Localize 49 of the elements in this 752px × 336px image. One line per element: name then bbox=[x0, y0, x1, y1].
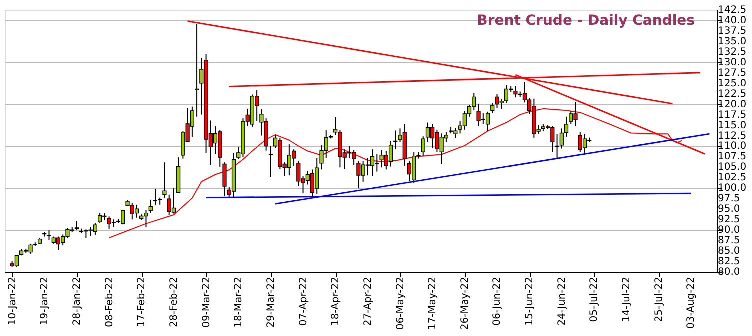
y-tick-label: 135.0 bbox=[718, 36, 747, 48]
x-tick-label: 10-Jan-22 bbox=[7, 277, 18, 326]
x-tick-label: 14-Jul-22 bbox=[622, 277, 633, 322]
x-tick-label: 25-Jul-22 bbox=[654, 277, 665, 322]
x-tick-label: 18-Apr-22 bbox=[330, 277, 342, 326]
x-tick-label: 29-Mar-22 bbox=[266, 277, 277, 328]
x-tick-label: 17-May-22 bbox=[428, 277, 439, 330]
x-tick-label: 05-Jul-22 bbox=[589, 277, 600, 322]
x-tick-label: 24-Jun-22 bbox=[556, 277, 568, 326]
x-tick-label: 06-Jun-22 bbox=[492, 277, 504, 326]
y-tick-label: 132.5 bbox=[718, 46, 747, 58]
y-tick-label: 142.5 bbox=[718, 5, 747, 16]
y-tick-label: 100.0 bbox=[718, 183, 747, 194]
x-tick-label: 27-Apr-22 bbox=[362, 277, 374, 326]
y-tick-label: 117.5 bbox=[718, 110, 747, 121]
y-tick-label: 140.0 bbox=[718, 15, 747, 26]
y-tick-label: 82.5 bbox=[718, 256, 740, 268]
x-tick-label: 09-Mar-22 bbox=[201, 277, 212, 328]
x-tick-label: 15-Jun-22 bbox=[524, 277, 536, 326]
y-tick-label: 115.0 bbox=[718, 120, 747, 132]
y-tick-label: 137.5 bbox=[718, 26, 747, 37]
x-tick-label: 07-Apr-22 bbox=[298, 277, 310, 326]
x-tick-label: 26-May-22 bbox=[460, 277, 471, 330]
x-tick-label: 18-Mar-22 bbox=[234, 277, 245, 328]
x-tick-label: 08-Feb-22 bbox=[104, 277, 116, 328]
y-tick-label: 130.0 bbox=[718, 57, 747, 68]
y-tick-label: 110.0 bbox=[718, 141, 747, 152]
y-tick-label: 95.0 bbox=[718, 204, 740, 216]
y-tick-label: 80.0 bbox=[718, 267, 740, 278]
y-tick-label: 112.5 bbox=[718, 130, 747, 142]
x-tick-label: 28-Jan-22 bbox=[72, 277, 83, 326]
y-tick-label: 127.5 bbox=[718, 68, 747, 79]
y-tick-label: 125.0 bbox=[718, 78, 747, 90]
y-tick-label: 90.0 bbox=[718, 225, 740, 236]
chart-title: Brent Crude - Daily Candles bbox=[477, 13, 695, 29]
y-tick-label: 105.0 bbox=[718, 162, 747, 174]
y-tick-label: 120.0 bbox=[718, 99, 747, 110]
y-tick-label: 87.5 bbox=[718, 236, 740, 247]
y-tick-label: 102.5 bbox=[718, 172, 747, 184]
y-tick-label: 92.5 bbox=[718, 214, 740, 226]
x-tick-label: 17-Feb-22 bbox=[136, 277, 148, 328]
y-tick-label: 122.5 bbox=[718, 88, 747, 100]
y-tick-label: 97.5 bbox=[718, 194, 740, 205]
y-tick-label: 107.5 bbox=[718, 152, 747, 163]
x-tick-label: 19-Jan-22 bbox=[40, 277, 51, 326]
x-tick-label: 03-Aug-22 bbox=[686, 277, 698, 329]
x-tick-label: 06-May-22 bbox=[395, 277, 406, 330]
y-tick-label: 85.0 bbox=[718, 246, 740, 258]
x-tick-label: 28-Feb-22 bbox=[168, 277, 180, 328]
